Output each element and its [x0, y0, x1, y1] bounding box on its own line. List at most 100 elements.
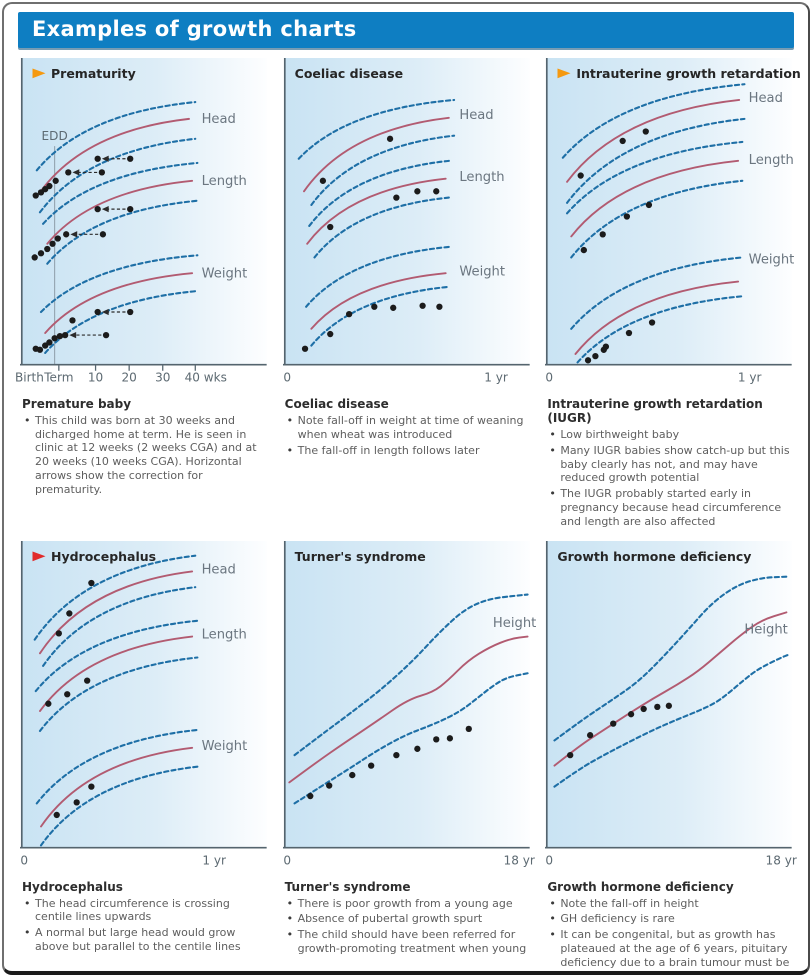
- centile-curve-dashed: [38, 656, 199, 732]
- data-point: [88, 579, 95, 586]
- series-label: Weight: [202, 266, 248, 281]
- data-point: [84, 677, 91, 684]
- centile-curve-dashed: [570, 256, 744, 330]
- data-point: [102, 331, 110, 339]
- median-curve: [302, 116, 450, 193]
- centile-curve-dashed: [46, 199, 199, 265]
- growth-chart-turners: Height 0 18 yr Turner's syndrome: [282, 540, 536, 875]
- x-axis-label: 0: [546, 853, 554, 867]
- data-point: [646, 201, 653, 209]
- data-point: [432, 188, 440, 195]
- notes-hydrocephalus: Hydrocephalus The head circumference is …: [20, 880, 267, 954]
- centile-curve-dashed: [307, 159, 450, 227]
- centile-curve-dashed: [38, 137, 197, 214]
- growth-chart-ghd: Height 0 18 yr Growth hormone deficiency: [545, 540, 797, 875]
- chart-title: Turner's syndrome: [294, 548, 426, 564]
- data-point: [326, 330, 334, 338]
- flag-icon: [32, 551, 46, 561]
- page-title: Examples of growth charts: [32, 17, 357, 41]
- data-point: [45, 700, 52, 707]
- panel-coeliac-disease: Head Length Weight 0 1 yr Coeliac disease Co…: [282, 58, 530, 459]
- chart-background: [21, 540, 267, 848]
- data-point: [435, 303, 443, 310]
- median-curve: [305, 177, 447, 245]
- page-header: Examples of growth charts: [18, 12, 794, 48]
- centile-curve-dashed: [39, 765, 199, 847]
- centile-curve-dashed: [297, 98, 455, 160]
- data-point: [642, 128, 650, 135]
- notes-heading: Intrauterine growth retardation (IUGR): [547, 396, 763, 425]
- data-point: [65, 169, 72, 176]
- chart-canvas-coeliac: Head Length Weight 0 1 yr: [282, 58, 530, 384]
- x-axis-label: 40 wks: [185, 370, 227, 384]
- data-point: [99, 231, 107, 238]
- data-point: [55, 630, 62, 637]
- notes-coeliac: Coeliac disease Note fall-off in weight …: [283, 397, 530, 458]
- x-axis-label: Birth: [15, 370, 44, 384]
- data-point: [94, 155, 101, 162]
- series-label: Head: [202, 562, 236, 577]
- centile-curve-dashed: [553, 575, 788, 742]
- data-point: [628, 710, 635, 718]
- panel-prematurity: EDD Head Length Weight Birth Term 10 20 30 40 wks…: [15, 58, 267, 499]
- data-point: [32, 192, 39, 199]
- notes-turners: Turner's syndrome There is poor growth f…: [283, 880, 530, 956]
- x-axis-label: Term: [43, 370, 73, 384]
- chart-background: [546, 540, 792, 848]
- note-bullet: GH deficiency is rare: [549, 912, 790, 926]
- data-point: [587, 731, 594, 739]
- data-point: [649, 319, 656, 326]
- note-bullet: Note fall-off in weight at time of weani…: [287, 414, 528, 442]
- data-point: [666, 702, 673, 709]
- edd-label: EDD: [42, 129, 68, 143]
- note-bullet: The head circumference is crossing centi…: [24, 897, 265, 925]
- x-axis-label: 0: [546, 370, 554, 384]
- data-point: [49, 240, 56, 247]
- notes-heading: Growth hormone deficiency: [547, 879, 734, 894]
- centile-curve-dashed: [293, 672, 529, 805]
- note-bullet: Absence of pubertal growth spurt: [287, 912, 528, 926]
- series-label: Height: [493, 616, 536, 631]
- data-point: [599, 231, 607, 238]
- centile-curve-dashed: [562, 83, 746, 159]
- data-point: [36, 346, 44, 353]
- x-axis-label: 18 yr: [766, 853, 797, 867]
- growth-chart-hydrocephalus: Head Length Weight 0 1 yr Hydrocephalus: [20, 540, 267, 875]
- panel-turners-syndrome: Height 0 18 yr Turner's syndrome Turner's …: [282, 540, 536, 958]
- data-point: [51, 335, 58, 342]
- notes-list: The head circumference is crossing centi…: [22, 897, 265, 954]
- chart-canvas-iugr: Head Length Weight 0 1 yr: [545, 58, 795, 384]
- data-point: [592, 352, 599, 360]
- x-axis-label: 1 yr: [484, 370, 508, 384]
- notes-list: There is poor growth from a young ageAbs…: [285, 897, 528, 956]
- data-point: [413, 745, 421, 752]
- series-label: Weight: [749, 253, 795, 268]
- growth-chart-iugr: Head Length Weight 0 1 yr Intrauterine growt…: [545, 58, 801, 392]
- centile-curve-dashed: [35, 728, 199, 805]
- centile-curve-dashed: [553, 653, 791, 788]
- series-label: Length: [202, 627, 247, 642]
- data-point: [446, 734, 453, 742]
- centile-curve-dashed: [33, 554, 197, 641]
- x-axis-label: 18 yr: [503, 853, 534, 867]
- note-bullet: The child should have been referred for …: [287, 928, 528, 956]
- correction-arrow-head: [70, 231, 78, 238]
- data-point: [73, 798, 80, 806]
- median-curve: [40, 746, 194, 828]
- notes-heading: Premature baby: [22, 396, 132, 411]
- data-point: [624, 213, 631, 220]
- data-point: [94, 205, 101, 213]
- chart-title-row: Intrauterine growth retardation: [557, 66, 801, 81]
- centile-curve-dashed: [39, 254, 199, 314]
- note-bullet: It can be congenital, but as growth has …: [549, 928, 790, 971]
- notes-ghd: Growth hormone deficiency Note the fall-…: [545, 879, 792, 971]
- chart-canvas-prematurity: EDD Head Length Weight Birth Term 10 20 30 40 wks: [15, 58, 267, 384]
- panel-iugr: Head Length Weight 0 1 yr Intrauterine growt…: [545, 58, 801, 531]
- correction-arrow-head: [101, 308, 109, 316]
- centile-curve-dashed: [35, 101, 197, 172]
- data-point: [301, 345, 308, 352]
- data-point: [94, 308, 101, 316]
- flag-icon: [557, 68, 571, 79]
- note-bullet: The fall-off in length follows later: [287, 444, 528, 458]
